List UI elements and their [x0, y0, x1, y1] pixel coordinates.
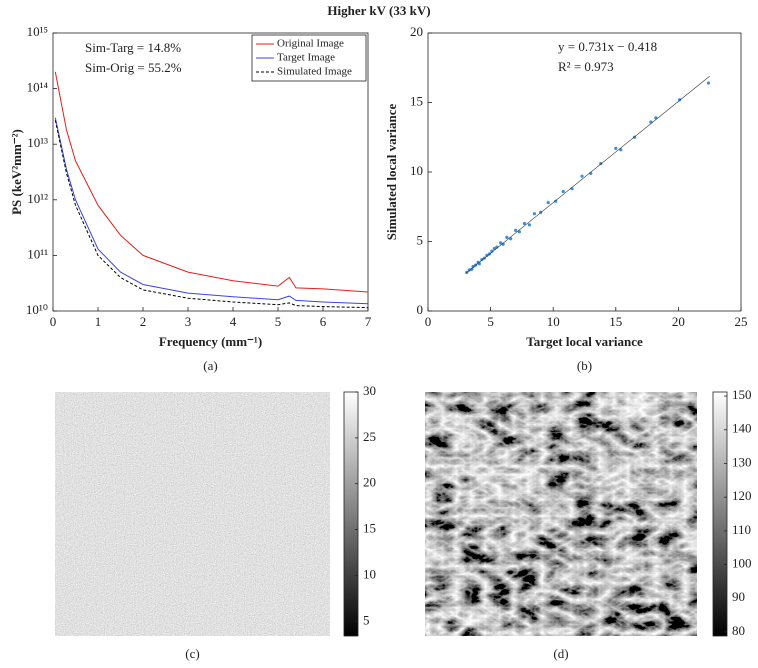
scatter-point — [514, 228, 518, 232]
y-tick-label: 10¹³ — [27, 135, 48, 150]
scatter-point — [485, 253, 489, 257]
y-tick-label: 20 — [410, 24, 423, 39]
x-axis-label: Target local variance — [526, 334, 643, 349]
x-tick-label: 15 — [609, 314, 622, 329]
scatter-point — [527, 223, 532, 227]
legend: Original Image Target Image Simulated Imag… — [251, 34, 367, 82]
scatter-point — [470, 267, 474, 271]
caption: (b) — [577, 358, 592, 373]
y-tick-label: 10¹⁵ — [27, 24, 48, 39]
x-tick-label: 25 — [735, 314, 748, 329]
scatter-point — [490, 249, 494, 253]
colorbar-tick-label: 10 — [363, 566, 376, 581]
x-tick-label: 0 — [50, 314, 57, 329]
series-line — [54, 120, 369, 309]
scatter-point — [580, 174, 584, 178]
x-tick-label: 7 — [365, 314, 372, 329]
series-line — [54, 71, 369, 293]
plot-frame — [52, 32, 369, 312]
y-axis-label: PS (keV²mm⁻²) — [9, 129, 24, 215]
x-tick-label: 2 — [140, 314, 147, 329]
colorbar-tick-label: 130 — [732, 454, 752, 469]
colorbar-tick-label: 20 — [363, 475, 376, 490]
x-tick-label: 1 — [95, 314, 102, 329]
y-tick-label: 10¹⁴ — [27, 80, 49, 95]
caption: (d) — [553, 646, 568, 661]
colorbar-tick-label: 25 — [363, 429, 376, 444]
y-tick-label: 0 — [417, 302, 424, 317]
scatter-point — [678, 98, 682, 102]
y-axis-label: Simulated local variance — [384, 104, 399, 241]
x-tick-label: 20 — [672, 314, 685, 329]
x-tick-label: 0 — [425, 314, 432, 329]
fit-line — [465, 75, 710, 274]
annotation: Sim-Targ = 14.8% — [85, 40, 181, 55]
scatter-point — [706, 81, 711, 85]
scatter-point — [471, 264, 475, 269]
x-tick-label: 5 — [275, 314, 282, 329]
y-tick-label: 10 — [410, 163, 423, 178]
colorbar-tick-label: 150 — [732, 387, 752, 402]
scatter-point — [554, 199, 558, 203]
x-axis-label: Frequency (mm⁻¹) — [159, 334, 262, 349]
legend-label: Simulated Image — [277, 66, 352, 78]
colorbar — [712, 391, 728, 637]
colorbar-tick-label: 100 — [732, 556, 752, 571]
figure-title: Higher kV (33 kV) — [327, 3, 430, 18]
scatter-point — [614, 146, 618, 150]
scatter-point — [561, 189, 565, 194]
colorbar-tick-label: 110 — [732, 522, 751, 537]
colorbar-tick-label: 120 — [732, 488, 752, 503]
x-tick-label: 3 — [185, 314, 192, 329]
caption: (a) — [203, 358, 217, 373]
colorbar-tick-label: 30 — [363, 383, 376, 398]
annotation: Sim-Orig = 55.2% — [85, 60, 182, 75]
y-tick-label: 10¹² — [27, 191, 48, 206]
legend-label: Target Image — [277, 52, 335, 64]
x-tick-label: 6 — [320, 314, 327, 329]
x-tick-label: 10 — [547, 314, 560, 329]
caption: (c) — [185, 646, 199, 661]
scatter-point — [480, 257, 484, 262]
y-tick-label: 15 — [410, 93, 423, 108]
scatter-point — [499, 241, 503, 245]
y-tick-label: 10¹¹ — [27, 246, 48, 261]
x-tick-label: 5 — [487, 314, 494, 329]
series-line — [54, 117, 369, 305]
colorbar-tick-label: 140 — [732, 421, 752, 436]
scatter-point — [546, 200, 550, 205]
colorbar-tick-label: 5 — [363, 612, 370, 627]
y-tick-label: 10¹⁰ — [26, 302, 48, 317]
scatter-point — [505, 235, 509, 239]
image — [425, 392, 697, 636]
annotation: y = 0.731x − 0.418 — [558, 39, 657, 54]
colorbar-tick-label: 15 — [363, 521, 376, 536]
scatter-point — [522, 221, 527, 226]
colorbar — [343, 391, 359, 637]
y-tick-label: 5 — [417, 232, 424, 247]
image — [55, 392, 330, 636]
colorbar-tick-label: 80 — [732, 623, 745, 638]
annotation: R² = 0.973 — [558, 59, 614, 74]
scatter-point — [532, 212, 537, 216]
colorbar-tick-label: 90 — [732, 589, 745, 604]
legend-label: Original Image — [277, 38, 344, 50]
plot-frame — [427, 32, 742, 312]
x-tick-label: 4 — [230, 314, 237, 329]
